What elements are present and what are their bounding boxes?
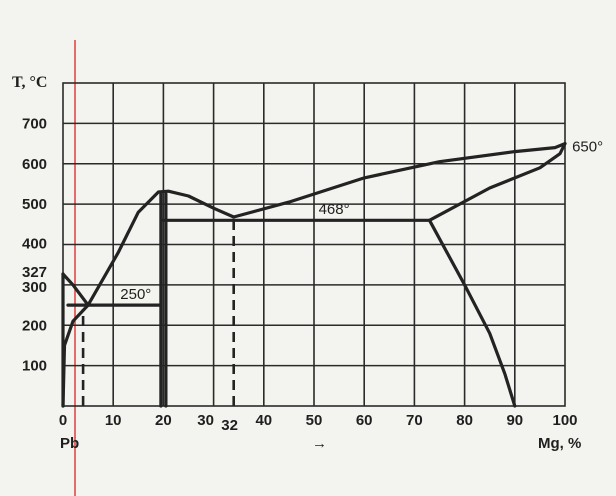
x-axis-arrow: → — [312, 435, 327, 452]
y-tick-label: 327 — [22, 264, 47, 281]
phase-line — [86, 189, 236, 307]
x-tick-label: 0 — [59, 412, 67, 429]
phase-line — [61, 272, 90, 307]
y-axis-label: T, °C — [12, 74, 47, 91]
phase-line — [427, 218, 517, 408]
phase-line — [232, 142, 567, 219]
y-tick-label: 400 — [22, 236, 47, 253]
x-tick-label: 40 — [255, 412, 272, 429]
temperature-annotation: 468° — [319, 201, 350, 218]
x-tick-label: 10 — [105, 412, 122, 429]
y-tick-label: 300 — [22, 279, 47, 296]
x-axis-label-pb: Pb — [60, 435, 79, 452]
y-tick-label: 700 — [22, 115, 47, 132]
y-tick-label: 100 — [22, 358, 47, 375]
x-tick-label: 30 — [197, 412, 214, 429]
temperature-annotation: 250° — [120, 286, 151, 303]
y-tick-label: 200 — [22, 317, 47, 334]
x-tick-label: 60 — [356, 412, 373, 429]
x-tick-label: 70 — [406, 412, 423, 429]
x-tick-label: 100 — [552, 412, 577, 429]
temperature-annotation: 650° — [572, 139, 603, 156]
x-axis-label-mg: Mg, % — [538, 435, 581, 452]
y-tick-label: 600 — [22, 156, 47, 173]
x-tick-label: 90 — [506, 412, 523, 429]
x-tick-label: 32 — [221, 417, 238, 434]
phase-line — [427, 142, 567, 222]
x-tick-label: 80 — [456, 412, 473, 429]
x-tick-label: 50 — [306, 412, 323, 429]
x-tick-label: 20 — [155, 412, 172, 429]
y-tick-label: 500 — [22, 196, 47, 213]
